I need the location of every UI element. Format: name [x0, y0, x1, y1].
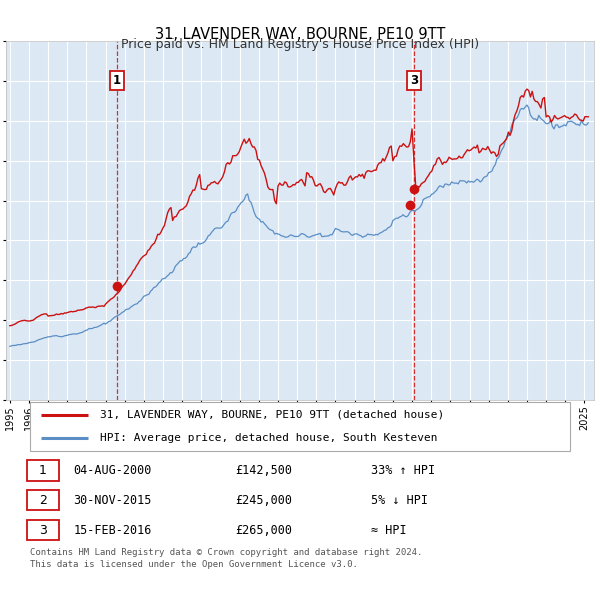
Text: 31, LAVENDER WAY, BOURNE, PE10 9TT (detached house): 31, LAVENDER WAY, BOURNE, PE10 9TT (deta… — [100, 410, 445, 420]
Text: £265,000: £265,000 — [235, 523, 292, 536]
Text: Price paid vs. HM Land Registry's House Price Index (HPI): Price paid vs. HM Land Registry's House … — [121, 38, 479, 51]
Text: 33% ↑ HPI: 33% ↑ HPI — [371, 464, 434, 477]
Text: HPI: Average price, detached house, South Kesteven: HPI: Average price, detached house, Sout… — [100, 434, 437, 444]
Text: 31, LAVENDER WAY, BOURNE, PE10 9TT: 31, LAVENDER WAY, BOURNE, PE10 9TT — [155, 27, 445, 41]
Text: 30-NOV-2015: 30-NOV-2015 — [74, 494, 152, 507]
Text: 3: 3 — [410, 74, 418, 87]
Text: 5% ↓ HPI: 5% ↓ HPI — [371, 494, 428, 507]
FancyBboxPatch shape — [26, 460, 59, 481]
Text: 15-FEB-2016: 15-FEB-2016 — [74, 523, 152, 536]
Text: ≈ HPI: ≈ HPI — [371, 523, 406, 536]
Text: 3: 3 — [39, 523, 47, 536]
Text: 04-AUG-2000: 04-AUG-2000 — [74, 464, 152, 477]
Text: £245,000: £245,000 — [235, 494, 292, 507]
FancyBboxPatch shape — [26, 520, 59, 540]
Text: £142,500: £142,500 — [235, 464, 292, 477]
FancyBboxPatch shape — [26, 490, 59, 510]
Text: 1: 1 — [39, 464, 47, 477]
Text: 1: 1 — [113, 74, 121, 87]
Text: 2: 2 — [39, 494, 47, 507]
Text: Contains HM Land Registry data © Crown copyright and database right 2024.
This d: Contains HM Land Registry data © Crown c… — [29, 549, 422, 569]
FancyBboxPatch shape — [29, 402, 571, 451]
